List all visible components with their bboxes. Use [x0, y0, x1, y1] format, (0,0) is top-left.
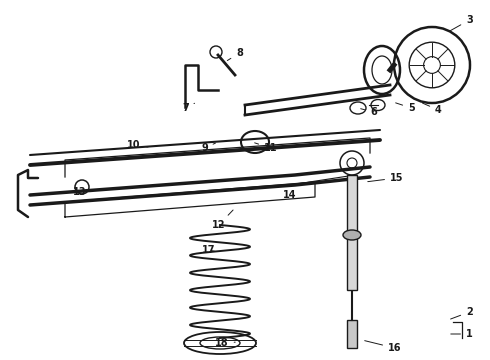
Text: 16: 16 — [365, 341, 401, 353]
Bar — [347, 320, 357, 348]
Text: 5: 5 — [395, 103, 415, 113]
Text: 7: 7 — [182, 103, 195, 113]
Text: 4: 4 — [422, 103, 442, 115]
Bar — [347, 175, 357, 290]
Text: 8: 8 — [227, 48, 243, 60]
Text: 6: 6 — [361, 107, 377, 117]
Text: 11: 11 — [255, 143, 277, 153]
Text: 12: 12 — [212, 210, 233, 230]
Text: 14: 14 — [283, 185, 298, 200]
Text: 17: 17 — [202, 245, 216, 255]
Text: 9: 9 — [201, 143, 216, 153]
Text: 13: 13 — [73, 187, 87, 197]
Text: 18: 18 — [215, 338, 235, 348]
Ellipse shape — [343, 230, 361, 240]
Text: 1: 1 — [451, 329, 473, 339]
Text: 3: 3 — [450, 15, 473, 31]
Text: 10: 10 — [127, 140, 148, 150]
Text: 2: 2 — [451, 307, 473, 319]
Text: 15: 15 — [368, 173, 403, 183]
